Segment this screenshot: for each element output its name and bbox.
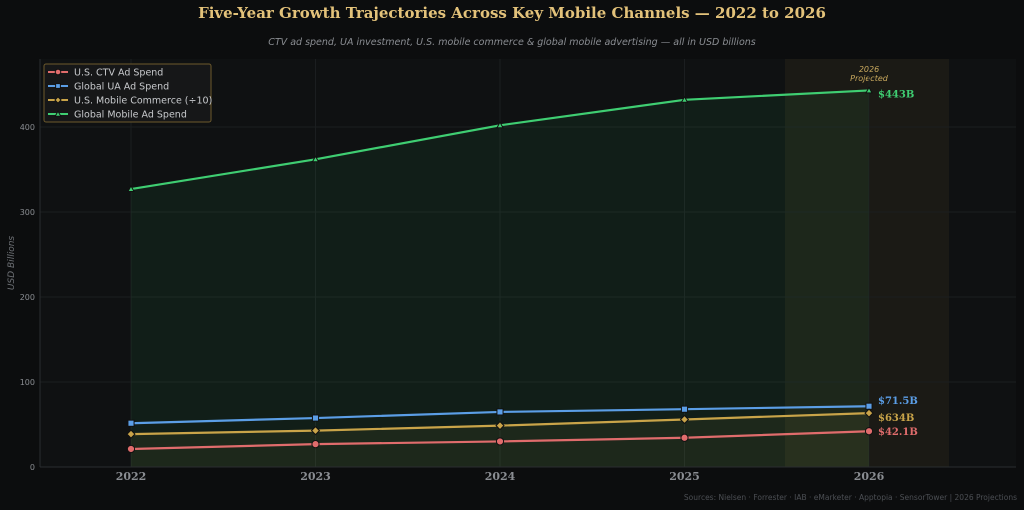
diamond-marker xyxy=(126,429,136,439)
circle-marker xyxy=(126,444,136,454)
legend-entry-label: Global UA Ad Spend xyxy=(74,82,169,93)
square-marker xyxy=(496,408,504,416)
y-tick-label: 100 xyxy=(20,378,35,387)
legend: U.S. CTV Ad Spend Global UA Ad Spend U.S. … xyxy=(43,63,212,123)
axis-layer: 0 100 200 300 400 2022 2023 2024 2025 2026 USD Bil… xyxy=(7,59,1016,483)
square-marker xyxy=(680,405,689,413)
chart-title: Five-Year Growth Trajectories Across Key… xyxy=(198,4,826,22)
end-label-layer: $42.1B $71.5B $634B $443B xyxy=(878,89,918,438)
triangle-marker xyxy=(54,110,62,117)
marker-layer xyxy=(126,86,874,454)
diamond-marker xyxy=(679,414,690,425)
source-footer: Sources: Nielsen · Forrester · IAB · eMa… xyxy=(683,493,1017,502)
x-tick-label: 2025 xyxy=(669,470,700,483)
series-end-label: $443B xyxy=(878,89,914,100)
y-tick-label: 400 xyxy=(20,123,35,132)
y-tick-label: 0 xyxy=(30,463,35,472)
square-marker xyxy=(865,402,873,410)
diamond-marker xyxy=(54,96,62,104)
legend-entry-label: U.S. Mobile Commerce (÷10) xyxy=(74,96,212,107)
square-marker xyxy=(55,83,61,89)
circle-marker xyxy=(311,440,320,449)
circle-marker xyxy=(864,427,874,436)
series-area-fill xyxy=(131,90,869,467)
triangle-marker xyxy=(680,95,689,103)
y-tick-label: 200 xyxy=(20,293,35,302)
series-end-label: $634B xyxy=(878,413,914,424)
x-tick-label: 2026 xyxy=(854,470,885,483)
diamond-marker xyxy=(495,420,505,431)
x-tick-label: 2023 xyxy=(300,470,331,483)
legend-box xyxy=(43,63,212,123)
series-end-label: $42.1B xyxy=(878,427,918,438)
circle-marker xyxy=(680,433,689,442)
y-axis-title: USD Billions xyxy=(7,236,17,290)
diamond-marker xyxy=(864,408,874,418)
circle-marker xyxy=(495,437,505,446)
y-tick-label: 300 xyxy=(20,208,35,217)
legend-entry-label: Global Mobile Ad Spend xyxy=(74,110,187,121)
chart-subtitle: CTV ad spend, UA investment, U.S. mobile… xyxy=(268,37,756,48)
triangle-marker xyxy=(127,185,135,192)
grid-layer xyxy=(40,59,1016,468)
triangle-marker xyxy=(496,121,504,129)
x-tick-label: 2022 xyxy=(116,470,147,483)
legend-entry-label: U.S. CTV Ad Spend xyxy=(74,68,163,79)
series-end-label: $71.5B xyxy=(878,396,918,407)
circle-marker xyxy=(54,68,62,76)
x-tick-label: 2024 xyxy=(485,470,516,483)
triangle-marker xyxy=(311,155,320,163)
diamond-marker xyxy=(310,425,321,436)
triangle-marker xyxy=(865,86,873,94)
square-marker xyxy=(127,419,135,427)
square-marker xyxy=(311,414,320,422)
